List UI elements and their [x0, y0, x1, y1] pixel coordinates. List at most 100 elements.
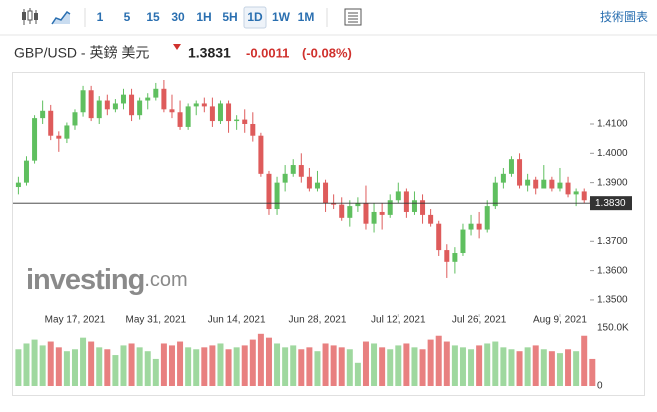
candle-icon[interactable] — [22, 8, 38, 25]
volume-bar — [346, 349, 353, 386]
volume-bar — [201, 347, 208, 386]
volume-bar — [249, 339, 256, 386]
volume-bar — [556, 353, 563, 386]
y-tick-label: 1.4000 — [597, 148, 628, 159]
volume-bar — [516, 351, 523, 386]
volume-bar — [274, 343, 281, 386]
volume-bar — [443, 341, 450, 386]
candle-body — [80, 90, 86, 113]
table-icon[interactable] — [344, 8, 362, 26]
candle-body — [517, 159, 523, 186]
volume-bar — [395, 345, 402, 386]
candle-body — [298, 165, 304, 177]
volume-bar — [427, 339, 434, 386]
timeframe-button[interactable]: 1W — [272, 10, 291, 24]
timeframe-button[interactable]: 1D — [247, 10, 263, 24]
candle-body — [347, 206, 353, 218]
candle-body — [476, 223, 482, 230]
watermark-suffix: .com — [144, 269, 187, 291]
volume-bar — [298, 349, 305, 386]
y-tick-label: 1.3700 — [597, 236, 628, 247]
candle-body — [56, 135, 62, 139]
candle-body — [331, 203, 337, 205]
candle-body — [484, 206, 490, 230]
volume-bar — [160, 343, 167, 386]
candle-body — [48, 110, 54, 136]
technical-chart-link[interactable]: 技術圖表 — [600, 10, 648, 24]
volume-bar — [573, 351, 580, 386]
candle-body — [573, 191, 579, 195]
x-tick-label: Jun 28, 2021 — [289, 315, 347, 326]
candle-body — [145, 97, 151, 101]
candle-body — [104, 100, 110, 110]
candle-body — [32, 118, 38, 161]
timeframe-button[interactable]: 1H — [196, 10, 211, 24]
volume-bar — [128, 343, 135, 386]
x-tick-label: May 17, 2021 — [45, 315, 106, 326]
timeframe-button[interactable]: 15 — [146, 10, 160, 24]
candle-body — [339, 204, 345, 218]
timeframe-button[interactable]: 5 — [124, 10, 131, 24]
candle-body — [565, 182, 571, 195]
candle-body — [274, 182, 280, 210]
volume-bar — [168, 345, 175, 386]
candle-body — [387, 200, 393, 215]
volume-bar — [71, 349, 78, 386]
volume-bar — [152, 358, 159, 386]
volume-bar — [532, 345, 539, 386]
volume-bar — [265, 337, 272, 386]
candle-body — [581, 191, 587, 201]
candle-body — [169, 109, 175, 113]
volume-bar — [589, 358, 596, 386]
volume-bar — [209, 345, 216, 386]
candle-body — [161, 88, 167, 110]
x-tick-label: Jul 12, 2021 — [371, 315, 426, 326]
volume-bar — [112, 355, 119, 386]
candle-body — [460, 229, 466, 254]
volume-bar — [96, 347, 103, 386]
candle-body — [444, 250, 450, 262]
last-price-box — [590, 196, 632, 211]
candle-body — [282, 173, 288, 183]
volume-bar — [193, 349, 200, 386]
candle-body — [452, 253, 458, 262]
volume-bar — [282, 347, 289, 386]
volume-tick-label: 150.0K — [597, 323, 629, 334]
candle-body — [403, 191, 409, 212]
candle-body — [185, 106, 191, 127]
candle-body — [468, 223, 474, 230]
volume-bar — [322, 343, 329, 386]
volume-bar — [47, 341, 54, 386]
timeframe-button[interactable]: 5H — [222, 10, 237, 24]
timeframe-button[interactable]: 1M — [298, 10, 315, 24]
volume-tick-label: 0 — [597, 381, 603, 392]
candle-body — [379, 211, 385, 215]
candle-body — [64, 125, 70, 139]
timeframe-button[interactable]: 1 — [97, 10, 104, 24]
candle-body — [201, 103, 207, 107]
candle-body — [395, 191, 401, 201]
volume-bar — [500, 347, 507, 386]
candle-body — [193, 103, 199, 107]
x-tick-label: May 31, 2021 — [126, 315, 187, 326]
candle-body — [72, 112, 78, 126]
candle-body — [411, 200, 417, 212]
candle-body — [217, 103, 223, 122]
price: 1.3831 — [188, 45, 231, 61]
candle-body — [40, 110, 46, 119]
timeframe-button[interactable]: 30 — [171, 10, 185, 24]
active-timeframe-box — [243, 6, 267, 29]
volume-bar — [330, 345, 337, 386]
watermark-brand: investing — [26, 264, 144, 296]
y-tick-label: 1.3600 — [597, 265, 628, 276]
candle-body — [266, 173, 272, 210]
candle-body — [242, 119, 248, 124]
volume-bar — [459, 347, 466, 386]
y-tick-label: 1.3900 — [597, 177, 628, 188]
volume-bar — [468, 349, 475, 386]
volume-bar — [120, 345, 127, 386]
candle-body — [363, 203, 369, 224]
candle-body — [533, 179, 539, 189]
area-icon[interactable] — [51, 10, 71, 25]
volume-bar — [314, 351, 321, 386]
